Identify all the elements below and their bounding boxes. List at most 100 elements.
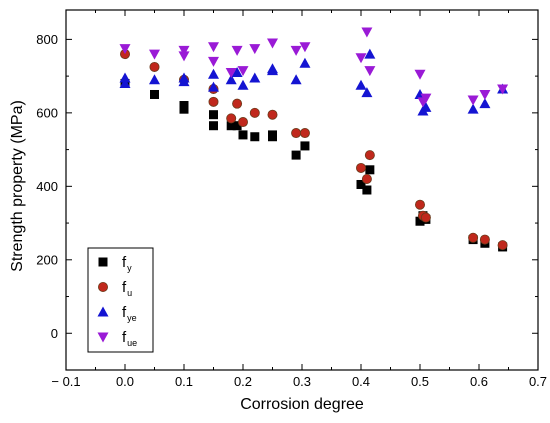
x-tick-label: 0.0	[116, 374, 134, 389]
tick-marks	[65, 10, 539, 371]
point-fy	[250, 132, 260, 142]
point-fy	[356, 179, 366, 189]
point-fye	[231, 66, 243, 77]
y-tick-label: 400	[36, 179, 58, 194]
legend-subscript: u	[127, 288, 132, 298]
point-fye	[355, 79, 367, 90]
legend-marker-fy	[98, 257, 108, 267]
point-fye	[267, 63, 278, 74]
point-fye	[208, 68, 219, 79]
y-tick-label: 0	[51, 326, 58, 341]
point-fu	[355, 162, 366, 173]
point-fue	[237, 66, 249, 77]
point-fye	[178, 76, 190, 87]
point-fye	[290, 74, 302, 85]
point-fye	[119, 77, 131, 88]
point-fye	[237, 79, 249, 90]
point-fye	[249, 72, 261, 83]
point-fue	[414, 69, 426, 80]
point-fue	[290, 45, 302, 56]
point-fu	[420, 212, 431, 223]
x-tick-label: 0.1	[175, 374, 193, 389]
x-tick-label: 0.6	[470, 374, 488, 389]
point-fye	[361, 87, 373, 98]
y-tick-label: 600	[36, 105, 58, 120]
point-fy	[365, 165, 375, 175]
x-tick-label: 0.5	[411, 374, 429, 389]
legend-label-fy: fy	[122, 254, 132, 273]
point-fue	[364, 66, 376, 77]
point-fue	[119, 44, 131, 55]
point-fye	[467, 103, 479, 114]
legend-subscript: ye	[127, 313, 137, 323]
point-fye	[119, 72, 131, 83]
legend-box	[87, 247, 154, 353]
point-fu	[208, 96, 219, 107]
point-fye	[149, 74, 160, 85]
x-axis-title: Corrosion degree	[240, 396, 364, 413]
point-fu	[232, 98, 243, 109]
point-fy	[150, 89, 159, 99]
point-fye	[364, 48, 376, 59]
legend-subscript: y	[127, 263, 132, 273]
point-fue	[225, 67, 237, 78]
point-fu	[414, 199, 425, 210]
point-fue	[497, 84, 509, 95]
point-fue	[249, 44, 261, 55]
point-fy	[226, 121, 236, 131]
point-fy	[209, 121, 218, 131]
point-fy	[209, 110, 218, 120]
point-fu	[226, 113, 237, 124]
point-fy	[268, 130, 277, 140]
point-fu	[299, 128, 310, 139]
point-fue	[361, 27, 373, 38]
point-fue	[355, 53, 367, 64]
point-fu	[364, 150, 375, 161]
point-fu	[497, 240, 508, 251]
point-fu	[468, 232, 479, 243]
tick-labels: − 0.1 0.0 0.1 0.2 0.3 0.4 0.5 0.6 0.7 0 200 400 600 8…	[36, 32, 547, 389]
legend-subscript: ue	[127, 338, 137, 348]
point-fu	[249, 107, 260, 118]
point-fye	[225, 74, 237, 85]
x-tick-label: 0.4	[352, 374, 370, 389]
point-fue	[231, 45, 243, 56]
x-tick-label: 0.3	[293, 374, 311, 389]
y-axis-title: Strength property (MPa)	[9, 100, 26, 272]
point-fue	[420, 93, 432, 104]
point-fy	[300, 141, 310, 151]
point-fye	[420, 101, 432, 112]
point-fue	[467, 95, 479, 106]
point-fye	[299, 57, 311, 68]
x-tick-label: − 0.1	[51, 374, 80, 389]
point-fue	[208, 42, 219, 53]
y-tick-label: 800	[36, 32, 58, 47]
point-fye	[208, 81, 219, 92]
point-fue	[208, 56, 219, 67]
point-fy	[362, 185, 372, 195]
y-tick-label: 200	[36, 252, 58, 267]
point-fue	[149, 49, 160, 60]
legend-label-fu: fu	[122, 279, 132, 298]
x-tick-label: 0.2	[234, 374, 252, 389]
point-fue	[178, 45, 190, 56]
x-tick-label: 0.7	[529, 374, 547, 389]
data-points	[119, 27, 509, 252]
point-fy	[291, 150, 301, 160]
point-fu	[361, 173, 372, 184]
point-fu	[479, 234, 490, 245]
point-fu	[237, 117, 248, 128]
point-fue	[299, 42, 311, 53]
point-fye	[479, 98, 491, 109]
point-fu	[149, 61, 160, 72]
legend-marker-fye	[97, 306, 109, 317]
point-fy	[232, 121, 242, 131]
point-fy	[238, 130, 248, 140]
legend-marker-fue	[97, 332, 109, 343]
point-fue	[479, 89, 491, 100]
point-fu	[267, 109, 278, 120]
point-fu	[291, 128, 302, 139]
